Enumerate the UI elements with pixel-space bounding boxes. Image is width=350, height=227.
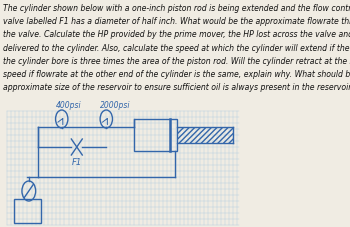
- Text: speed if flowrate at the other end of the cylinder is the same, explain why. Wha: speed if flowrate at the other end of th…: [3, 70, 350, 79]
- Text: valve labelled F1 has a diameter of half inch. What would be the approximate flo: valve labelled F1 has a diameter of half…: [3, 17, 350, 26]
- Bar: [177, 127, 233, 143]
- Text: delivered to the cylinder. Also, calculate the speed at which the cylinder will : delivered to the cylinder. Also, calcula…: [3, 43, 350, 52]
- Text: the cylinder bore is three times the area of the piston rod. Will the cylinder r: the cylinder bore is three times the are…: [3, 57, 350, 66]
- Text: 400psi: 400psi: [56, 101, 81, 109]
- Text: 2000psi: 2000psi: [100, 101, 131, 109]
- Text: approximate size of the reservoir to ensure sufficient oil is always present in : approximate size of the reservoir to ens…: [3, 83, 350, 92]
- Text: The cylinder shown below with a one-inch piston rod is being extended and the fl: The cylinder shown below with a one-inch…: [3, 4, 350, 13]
- Text: the valve. Calculate the HP provided by the prime mover, the HP lost across the : the valve. Calculate the HP provided by …: [3, 30, 350, 39]
- Text: F1: F1: [71, 157, 82, 166]
